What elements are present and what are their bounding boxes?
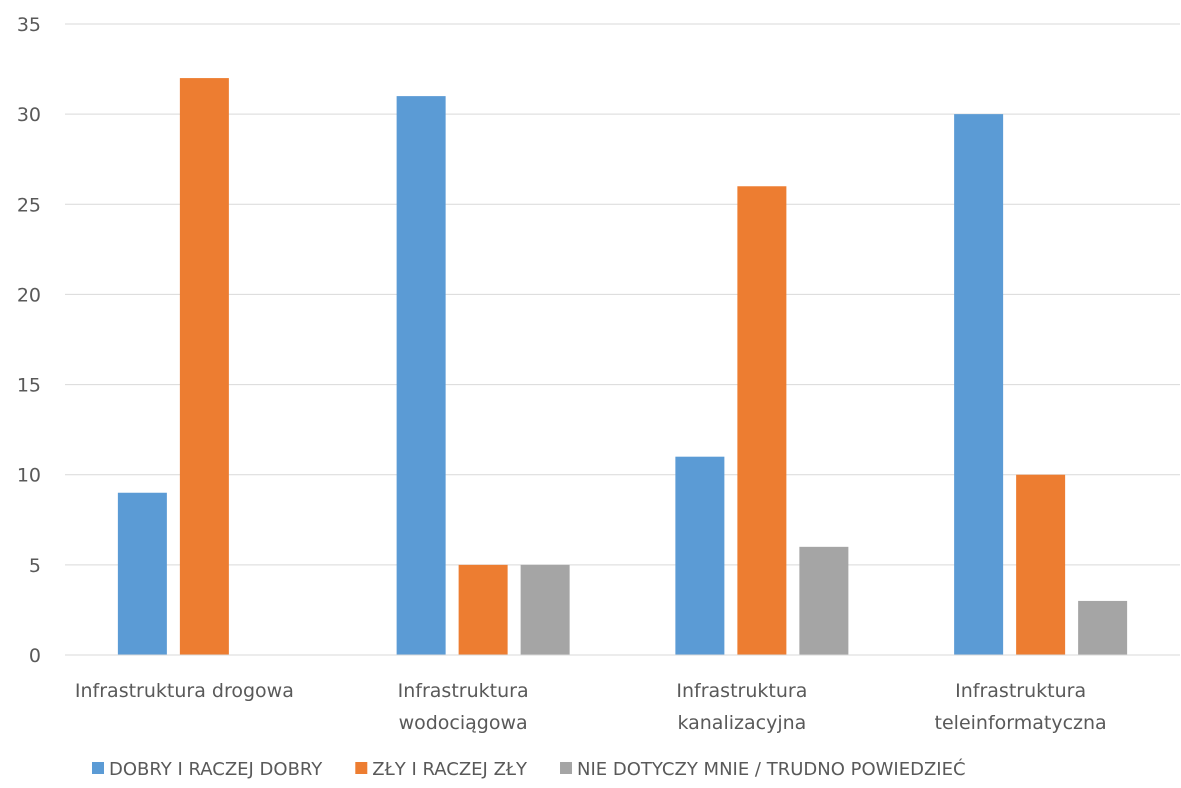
x-axis: Infrastruktura drogowa Infrastruktura wodo… xyxy=(65,654,1180,734)
bar-1-3 xyxy=(675,456,725,655)
y-tick-label: 0 xyxy=(29,645,41,667)
bar-2-1 xyxy=(179,78,229,656)
y-tick-label: 25 xyxy=(17,194,41,216)
y-tick-label: 35 xyxy=(17,14,41,36)
x-category-label: Infrastruktura xyxy=(398,680,529,702)
legend: DOBRY I RACZEJ DOBRY ZŁY I RACZEJ ZŁY NIE … xyxy=(92,758,966,780)
bar-2-4 xyxy=(1016,474,1066,655)
bar-2-2 xyxy=(458,564,508,655)
x-category-label: Infrastruktura drogowa xyxy=(75,680,294,702)
bar-1-2 xyxy=(396,96,446,656)
legend-swatch xyxy=(355,762,368,774)
bar-3-2 xyxy=(520,564,570,655)
legend-label: ZŁY I RACZEJ ZŁY xyxy=(372,759,528,780)
x-category-label: Infrastruktura xyxy=(676,680,807,702)
legend-label: NIE DOTYCZY MNIE / TRUDNO POWIEDZIEĆ xyxy=(577,758,966,780)
x-category-label: kanalizacyjna xyxy=(677,712,806,734)
bar-1-1 xyxy=(117,492,167,655)
legend-swatch xyxy=(92,762,104,774)
y-axis: 0 5 10 15 20 25 30 35 xyxy=(17,14,41,667)
y-tick-label: 15 xyxy=(17,375,41,397)
legend-label: DOBRY I RACZEJ DOBRY xyxy=(109,759,323,780)
gridlines xyxy=(65,23,1180,656)
x-category-label: Infrastruktura xyxy=(955,680,1086,702)
y-tick-label: 30 xyxy=(17,104,41,126)
bar-3-3 xyxy=(799,546,849,655)
legend-swatch xyxy=(560,762,573,774)
y-tick-label: 20 xyxy=(17,284,41,306)
x-category-label: teleinformatyczna xyxy=(935,712,1107,734)
y-tick-label: 5 xyxy=(29,555,41,577)
bar-3-4 xyxy=(1078,600,1128,655)
y-tick-label: 10 xyxy=(17,465,41,487)
x-category-label: wodociągowa xyxy=(399,712,528,734)
bar-2-3 xyxy=(737,186,787,655)
bar-1-4 xyxy=(954,114,1004,655)
bars xyxy=(117,78,1128,656)
